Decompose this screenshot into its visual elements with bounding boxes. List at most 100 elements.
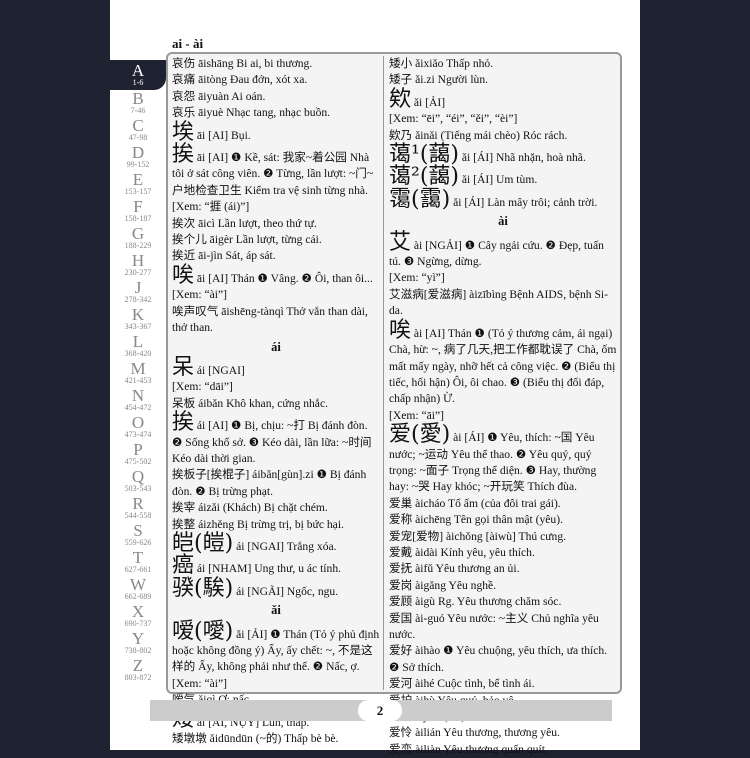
thumb-tab-j[interactable]: J 278-342 [110,279,166,306]
entry: [Xem: “dāi”] [172,379,380,395]
thumb-tab-d[interactable]: D 99-152 [110,144,166,171]
thumb-range: 1-6 [132,78,144,87]
entry-text: 欸乃 ǎinǎi (Tiếng mái chèo) Róc rách. [389,128,568,142]
entry: 艾滋病[爱滋病] àizībìng Bệnh AIDS, bệnh Si-da. [389,287,617,320]
thumb-range: 278-342 [124,295,152,304]
thumb-tab-m[interactable]: M 421-453 [110,360,166,387]
thumb-range: 188-229 [124,241,152,250]
entry-text: 挨整 áizhěng Bị trừng trị, bị bức hại. [172,517,344,531]
thumb-letter: M [130,359,146,378]
entry: 挨次 āicì Lần lượt, theo thứ tự. [172,216,380,232]
thumb-tab-g[interactable]: G 188-229 [110,225,166,252]
thumb-range: 475-502 [124,457,152,466]
entry: 爱国 ài-guó Yêu nước: ~主义 Chủ nghĩa yêu nư… [389,611,617,644]
headword: 挨 [172,142,195,168]
entry: 呆板 áibǎn Khô khan, cứng nhắc. [172,396,380,412]
thumb-letter: N [131,386,145,405]
thumb-range: 158-187 [124,214,152,223]
entries-box [166,52,622,694]
column-divider [383,56,384,690]
entry: 皑(皚) ái [NGAI] Trắng xóa. [172,530,380,556]
headword: 蔼¹(藹) [389,142,459,168]
entry-text: 哀痛 āitòng Đau đớn, xót xa. [172,73,308,87]
thumb-range: 454-472 [124,403,152,412]
thumb-tab-p[interactable]: P 475-502 [110,441,166,468]
thumb-tab-s[interactable]: S 559-626 [110,522,166,549]
entry: 挨近 āi-jìn Sát, áp sát. [172,248,380,264]
entry: 爱岗 àigǎng Yêu nghề. [389,578,617,594]
thumb-letter: X [131,602,145,621]
entry: [Xem: “ài”] [172,676,380,692]
thumb-range: 7-46 [130,106,146,115]
entry: 爱(愛) ài [ÁI] ❶ Yêu, thích: ~国 Yêu nước; … [389,424,617,496]
running-head: ai - ài [172,36,204,51]
thumb-tab-b[interactable]: B 7-46 [110,90,166,117]
thumb-tab-y[interactable]: Y 738-802 [110,630,166,657]
thumb-range: 343-367 [124,322,152,331]
entry-text: 挨个儿 āigèr Lần lượt, từng cái. [172,233,322,247]
thumb-tab-k[interactable]: K 343-367 [110,306,166,333]
entry-text: 爱怜 àilián Yêu thương, thương yêu. [389,726,560,740]
thumb-tab-h[interactable]: H 230-277 [110,252,166,279]
entry-text: 爱河 àihé Cuộc tình, bể tình ái. [389,677,535,691]
entry-text: ài [AI] Thán ❶ (Tỏ ý thương cảm, ái ngại… [389,326,617,406]
thumb-tab-t[interactable]: T 627-661 [110,549,166,576]
thumb-tab-z[interactable]: Z 803-872 [110,657,166,684]
entry: 矮墩墩 ǎidūndūn (~的) Thấp bè bè. [172,731,380,747]
entry-text: ái [NHAM] Ung thư, u ác tính. [194,562,342,576]
entry: [Xem: “捱 (ái)”] [172,199,380,215]
thumb-tab-f[interactable]: F 158-187 [110,198,166,225]
thumb-letter: S [133,521,143,540]
entry: 埃 āi [AI] Bụi. [172,121,380,144]
thumb-range: 544-558 [124,511,152,520]
entry: 霭(靄) ǎi [ÁI] Làn mây trôi; cảnh trời. [389,188,617,211]
right-column: 矮小 ǎixiǎo Thấp nhỏ. 矮子 ǎi.zi Người lùn. 欸 … [389,56,617,758]
entry-text: ǎi [ÁI] Um tùm. [459,173,538,187]
entry: [Xem: “yì”] [389,270,617,286]
thumb-range: 662-689 [124,592,152,601]
thumb-letter: O [131,413,145,432]
entry-text: 哀乐 āiyuè Nhạc tang, nhạc buồn. [172,106,331,120]
entry-text: 哀伤 āishāng Bi ai, bi thương. [172,57,313,70]
entry: 蔼²(藹) ǎi [ÁI] Um tùm. [389,166,617,188]
thumb-tab-e[interactable]: E 153-157 [110,171,166,198]
thumb-range: 153-157 [124,187,152,196]
entry-text: ǎi [ÁI] Làn mây trôi; cảnh trời. [450,195,598,209]
entry-text: [Xem: “yì”] [389,271,445,285]
entry-text: āi [AI] ❶ Kề, sát: 我家~着公园 Nhà tôi ở sát … [172,151,374,197]
thumb-letter: W [129,575,147,594]
entry: 骙(騃) ái [NGÃI] Ngốc, ngu. [172,577,380,600]
headword: 皑(皚) [172,530,234,556]
entry-text: [Xem: “dāi”] [172,380,233,394]
thumb-letter: G [131,224,145,243]
entry: 挨整 áizhěng Bị trừng trị, bị bức hại. [172,517,380,533]
thumb-letter: D [131,143,145,162]
entry-text: 挨板子[挨棍子] áibǎn[gùn].zi ❶ Bị đánh đòn. ❷ … [172,468,367,498]
thumb-tab-r[interactable]: R 544-558 [110,495,166,522]
thumb-tab-x[interactable]: X 690-737 [110,603,166,630]
entry-text: ài [ÁI] ❶ Yêu, thích: ~国 Yêu nước; ~运动 Y… [389,431,597,494]
syllable-heading: ǎi [271,603,281,618]
entry: 欸 ǎi [ẢI] [389,88,617,111]
entry-text: 爱国 ài-guó Yêu nước: ~主义 Chủ nghĩa yêu nư… [389,611,599,641]
thumb-tab-o[interactable]: O 473-474 [110,414,166,441]
thumb-tab-w[interactable]: W 662-689 [110,576,166,603]
entry: 挨宰 áizǎi (Khách) Bị chặt chém. [172,500,380,516]
thumb-tab-n[interactable]: N 454-472 [110,387,166,414]
entry-text: [Xem: “ēi”, “éi”, “ěi”, “èi”] [389,112,518,126]
entry: 唉 ài [AI] Thán ❶ (Tỏ ý thương cảm, ái ng… [389,319,617,408]
entry-text: ái [AI] ❶ Bị, chịu: ~打 Bị đánh đòn. ❷ Số… [172,419,372,465]
entry-text: 爱顾 àigù Rg. Yêu thương chăm sóc. [389,595,562,609]
entry-text: 艾滋病[爱滋病] àizībìng Bệnh AIDS, bệnh Si-da. [389,287,608,318]
entry: 矮小 ǎixiǎo Thấp nhỏ. [389,56,617,72]
entry: [Xem: “ài”] [172,287,380,303]
thumb-tab-a[interactable]: A 1-6 [110,60,166,90]
thumb-tab-c[interactable]: C 47-98 [110,117,166,144]
entry-text: 矮小 ǎixiǎo Thấp nhỏ. [389,57,494,70]
thumb-tab-l[interactable]: L 368-420 [110,333,166,360]
thumb-tab-q[interactable]: Q 503-543 [110,468,166,495]
entry: 爱抚 àifǔ Yêu thương an ủi. [389,561,617,577]
thumb-letter: Q [131,467,145,486]
thumb-letter: B [132,89,144,108]
thumb-letter: C [132,116,144,135]
